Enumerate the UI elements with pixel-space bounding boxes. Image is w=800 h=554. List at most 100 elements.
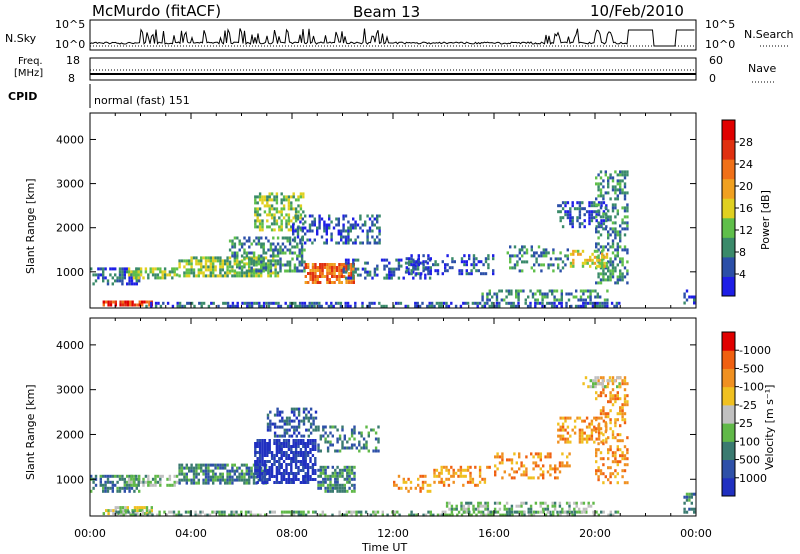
velocity-cell bbox=[539, 455, 542, 459]
power-cell bbox=[567, 292, 571, 296]
velocity-cell bbox=[358, 440, 361, 444]
velocity-cell bbox=[305, 407, 308, 411]
power-cell bbox=[333, 275, 336, 278]
power-cell bbox=[296, 304, 299, 308]
velocity-cell bbox=[336, 440, 339, 444]
power-cell bbox=[250, 304, 254, 308]
power-cell bbox=[301, 226, 304, 230]
x-tick-label: 00:00 bbox=[680, 527, 712, 540]
velocity-cell bbox=[102, 489, 105, 493]
power-cell bbox=[340, 263, 343, 266]
velocity-cell bbox=[353, 443, 356, 447]
power-cell bbox=[347, 267, 350, 271]
velocity-cell bbox=[180, 513, 183, 517]
velocity-cell bbox=[144, 474, 148, 478]
velocity-cell bbox=[466, 468, 470, 472]
velocity-cell bbox=[324, 431, 327, 435]
velocity-cell bbox=[484, 507, 487, 511]
power-cell bbox=[626, 227, 629, 231]
velocity-cell bbox=[539, 473, 542, 477]
velocity-cell bbox=[214, 472, 217, 476]
velocity-cell bbox=[336, 486, 339, 490]
velocity-cell bbox=[302, 422, 306, 426]
power-cell bbox=[261, 201, 264, 205]
power-cell bbox=[549, 263, 553, 267]
velocity-cell bbox=[166, 477, 169, 481]
power-cell bbox=[616, 188, 619, 192]
velocity-cell bbox=[609, 481, 612, 485]
power-cell bbox=[578, 204, 582, 208]
velocity-cell bbox=[159, 483, 162, 487]
velocity-cell bbox=[350, 431, 354, 435]
power-cell bbox=[183, 274, 186, 278]
power-cell bbox=[525, 260, 529, 264]
velocity-cell bbox=[623, 463, 627, 467]
power-cell bbox=[512, 301, 515, 305]
velocity-cell bbox=[626, 451, 629, 455]
velocity-cell bbox=[285, 472, 288, 475]
velocity-cell bbox=[334, 425, 337, 429]
power-cell bbox=[505, 295, 508, 299]
velocity-cell bbox=[220, 510, 224, 514]
velocity-cell bbox=[218, 510, 221, 514]
velocity-cell bbox=[469, 471, 472, 475]
velocity-cell bbox=[240, 469, 244, 473]
velocity-cell bbox=[204, 466, 208, 470]
power-cell bbox=[616, 194, 619, 198]
velocity-cell bbox=[276, 410, 279, 414]
velocity-cell bbox=[280, 445, 283, 448]
power-cell bbox=[376, 273, 379, 277]
power-cell bbox=[606, 298, 609, 302]
power-cell bbox=[273, 219, 276, 223]
velocity-cell bbox=[486, 501, 490, 505]
velocity-cell bbox=[372, 449, 375, 453]
power-cell bbox=[373, 223, 376, 227]
power-cell bbox=[333, 272, 336, 275]
velocity-cell bbox=[278, 451, 281, 454]
power-cell bbox=[616, 248, 619, 252]
power-cell bbox=[338, 275, 341, 278]
velocity-cell bbox=[204, 481, 208, 485]
power-cell bbox=[589, 258, 592, 262]
velocity-cell bbox=[244, 510, 248, 514]
velocity-cell bbox=[282, 451, 286, 454]
velocity-cell bbox=[602, 376, 605, 380]
velocity-cell bbox=[297, 460, 300, 463]
velocity-cell bbox=[236, 478, 239, 482]
power-cell bbox=[410, 272, 413, 276]
power-cell bbox=[204, 274, 208, 278]
velocity-cell bbox=[256, 469, 259, 472]
velocity-cell bbox=[304, 472, 307, 475]
power-cell bbox=[597, 248, 600, 252]
velocity-cell bbox=[280, 466, 283, 469]
velocity-cell bbox=[549, 464, 552, 468]
velocity-cell bbox=[197, 463, 200, 467]
colorbar-swatch bbox=[722, 386, 735, 406]
power-cell bbox=[121, 273, 124, 277]
velocity-cell bbox=[592, 513, 596, 517]
velocity-cell bbox=[590, 428, 594, 432]
power-cell bbox=[429, 266, 432, 270]
velocity-cell bbox=[561, 434, 565, 438]
power-cell bbox=[571, 225, 574, 229]
time-axis-label: Time UT bbox=[361, 541, 407, 554]
velocity-cell bbox=[250, 469, 253, 473]
velocity-cell bbox=[534, 452, 538, 456]
power-cell bbox=[614, 206, 617, 210]
power-cell bbox=[124, 303, 127, 307]
velocity-cell bbox=[508, 507, 511, 511]
power-cell bbox=[320, 304, 323, 308]
power-cell bbox=[546, 301, 549, 305]
velocity-cell bbox=[353, 486, 356, 490]
power-cell bbox=[470, 263, 473, 267]
power-cell bbox=[609, 260, 612, 264]
velocity-cell bbox=[121, 474, 124, 478]
velocity-cell bbox=[261, 442, 264, 445]
velocity-cell bbox=[558, 501, 562, 505]
power-cell bbox=[614, 227, 617, 231]
power-cell bbox=[347, 272, 351, 275]
power-cell bbox=[516, 260, 519, 264]
velocity-cell bbox=[464, 474, 467, 478]
power-cell bbox=[166, 301, 170, 305]
power-cell bbox=[257, 269, 261, 273]
